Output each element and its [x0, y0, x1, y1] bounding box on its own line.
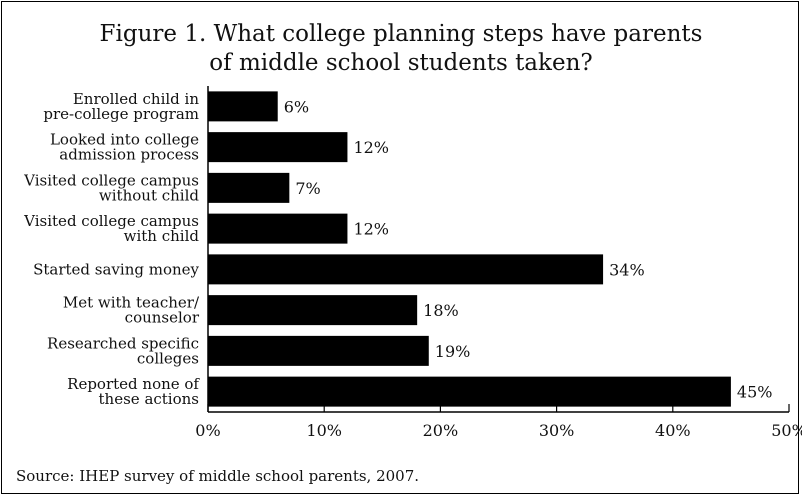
bar [208, 295, 418, 326]
value-label: 12% [353, 138, 389, 157]
category-label: Started saving money [33, 260, 199, 278]
bar [208, 172, 290, 203]
category-label: colleges [137, 349, 199, 367]
category-label: admission process [59, 146, 199, 164]
value-label: 18% [423, 301, 459, 320]
category-label: counselor [125, 309, 200, 327]
x-tick-label: 0% [195, 421, 220, 440]
value-label: 12% [353, 220, 389, 239]
bar [208, 91, 278, 122]
category-label: Researched specific [47, 334, 199, 352]
category-label: these actions [99, 390, 199, 408]
x-tick-label: 50% [771, 421, 802, 440]
category-label: with child [124, 227, 200, 245]
category-label: Met with teacher/ [63, 294, 200, 312]
value-label: 19% [435, 342, 471, 361]
category-label: Reported none of [67, 375, 200, 393]
bar [208, 213, 348, 244]
bar [208, 254, 604, 285]
category-label: Visited college campus [23, 171, 199, 189]
x-tick-label: 10% [306, 421, 342, 440]
x-tick-label: 20% [423, 421, 459, 440]
category-label: Enrolled child in [73, 90, 199, 108]
source-note: Source: IHEP survey of middle school par… [16, 467, 420, 485]
bar [208, 132, 348, 163]
chart-title: Figure 1. What college planning steps ha… [99, 21, 703, 76]
x-tick-label: 40% [655, 421, 691, 440]
bar [208, 376, 731, 407]
value-label: 34% [609, 260, 645, 279]
category-label: without child [99, 186, 199, 204]
x-tick-label: 30% [539, 421, 575, 440]
value-label: 7% [295, 179, 320, 198]
category-label: pre-college program [43, 105, 199, 123]
value-label: 45% [737, 383, 773, 402]
category-label: Looked into college [50, 131, 199, 149]
value-label: 6% [284, 97, 309, 116]
bar [208, 335, 429, 366]
category-label: Visited college campus [23, 212, 199, 230]
